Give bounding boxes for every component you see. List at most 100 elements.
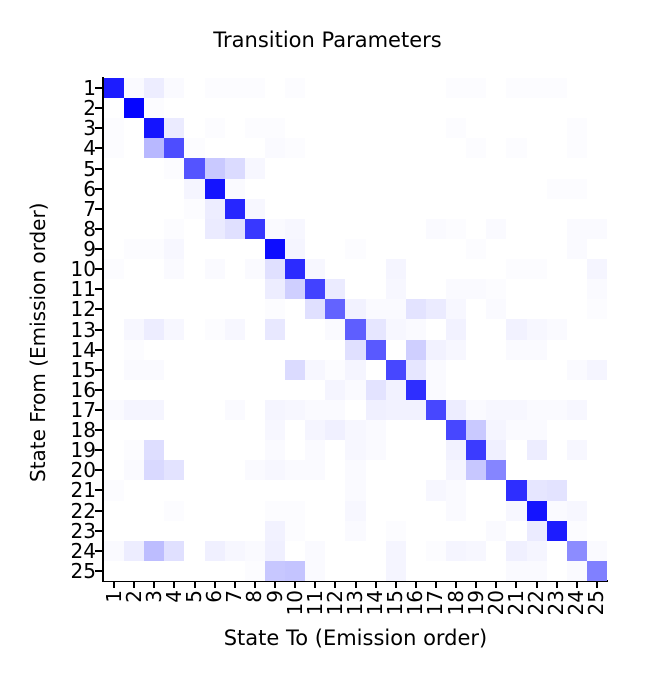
- heatmap-cell: [264, 440, 286, 461]
- heatmap-cell: [365, 339, 386, 360]
- heatmap-cell: [385, 379, 406, 400]
- heatmap-cell: [345, 78, 366, 99]
- heatmap-cell: [325, 158, 346, 179]
- heatmap-cell: [204, 259, 225, 280]
- heatmap-cell: [526, 138, 547, 159]
- heatmap-cell: [446, 420, 467, 441]
- heatmap-cell: [124, 339, 145, 360]
- heatmap-cell: [486, 520, 507, 541]
- heatmap-cell: [466, 500, 487, 521]
- heatmap-cell: [385, 238, 406, 260]
- heatmap-cell: [144, 520, 165, 541]
- y-tick-mark: [95, 167, 102, 170]
- heatmap-cell: [104, 218, 125, 239]
- y-tick-label: 21: [70, 478, 96, 503]
- heatmap-cell: [264, 520, 286, 541]
- x-tick-mark: [274, 582, 277, 588]
- heatmap-cell: [204, 560, 225, 581]
- heatmap-cell: [305, 238, 326, 260]
- heatmap-cell: [506, 420, 527, 441]
- heatmap-cell: [285, 238, 306, 260]
- heatmap-cell: [446, 138, 467, 159]
- heatmap-cell: [486, 399, 507, 421]
- heatmap-cell: [104, 178, 125, 199]
- y-tick-label: 5: [83, 156, 96, 181]
- heatmap-cell: [164, 339, 185, 360]
- heatmap-cell: [405, 158, 426, 179]
- heatmap-cell: [325, 560, 346, 581]
- heatmap-cell: [104, 319, 125, 340]
- heatmap-cell: [425, 520, 447, 541]
- heatmap-cell: [385, 560, 406, 581]
- heatmap-cell: [124, 138, 145, 159]
- heatmap-cell: [104, 379, 125, 400]
- heatmap-cell: [486, 560, 507, 581]
- heatmap-cell: [546, 540, 567, 561]
- heatmap-cell: [164, 98, 185, 119]
- heatmap-cell: [546, 460, 567, 481]
- heatmap-cell: [466, 540, 487, 561]
- heatmap-cell: [506, 379, 527, 400]
- heatmap-cell: [526, 158, 547, 179]
- heatmap-cell: [586, 460, 607, 481]
- heatmap-cell: [385, 299, 406, 320]
- heatmap-cell: [405, 379, 426, 400]
- heatmap-cell: [264, 359, 286, 380]
- heatmap-cell: [204, 359, 225, 380]
- heatmap-cell: [365, 198, 386, 219]
- x-tick-mark: [374, 582, 377, 588]
- heatmap-cell: [466, 259, 487, 280]
- heatmap-cell: [425, 238, 447, 260]
- heatmap-cell: [446, 238, 467, 260]
- heatmap-cell: [425, 480, 447, 501]
- heatmap-cell: [184, 420, 205, 441]
- heatmap-cell: [124, 540, 145, 561]
- heatmap-cell: [486, 218, 507, 239]
- heatmap-cell: [365, 158, 386, 179]
- heatmap-cell: [204, 158, 225, 179]
- heatmap-cell: [104, 198, 125, 219]
- heatmap-cell: [486, 158, 507, 179]
- heatmap-cell: [526, 500, 547, 521]
- heatmap-cell: [164, 158, 185, 179]
- heatmap-cell: [566, 178, 587, 199]
- heatmap-cell: [285, 98, 306, 119]
- x-tick-mark: [414, 582, 417, 588]
- heatmap-cell: [224, 339, 245, 360]
- y-tick-label: 3: [83, 116, 96, 141]
- heatmap-cell: [446, 78, 467, 99]
- y-tick-mark: [95, 348, 102, 351]
- heatmap-cell: [425, 218, 447, 239]
- heatmap-cell: [124, 299, 145, 320]
- y-tick-label: 24: [70, 538, 96, 563]
- heatmap-cell: [506, 460, 527, 481]
- heatmap-cell: [466, 78, 487, 99]
- heatmap-cell: [104, 440, 125, 461]
- heatmap-cell: [285, 480, 306, 501]
- heatmap-cell: [325, 480, 346, 501]
- heatmap-cell: [586, 420, 607, 441]
- heatmap-cell: [144, 279, 165, 300]
- heatmap-cell: [446, 279, 467, 300]
- heatmap-cell: [425, 158, 447, 179]
- y-tick-label: 4: [83, 136, 96, 161]
- heatmap-cell: [144, 259, 165, 280]
- heatmap-cell: [204, 500, 225, 521]
- heatmap-cell: [285, 500, 306, 521]
- heatmap-cell: [285, 339, 306, 360]
- heatmap-cell: [224, 158, 245, 179]
- x-tick-mark: [213, 582, 216, 588]
- y-tick-mark: [95, 529, 102, 532]
- x-tick-label: 2: [121, 590, 146, 603]
- heatmap-cell: [264, 218, 286, 239]
- heatmap-cell: [425, 279, 447, 300]
- heatmap-cell: [405, 118, 426, 139]
- heatmap-cell: [345, 460, 366, 481]
- heatmap-cell: [164, 560, 185, 581]
- heatmap-cell: [124, 279, 145, 300]
- y-tick-mark: [95, 87, 102, 90]
- heatmap-cell: [204, 138, 225, 159]
- heatmap-cell: [305, 480, 326, 501]
- heatmap-cell: [506, 480, 527, 501]
- heatmap-cell: [184, 460, 205, 481]
